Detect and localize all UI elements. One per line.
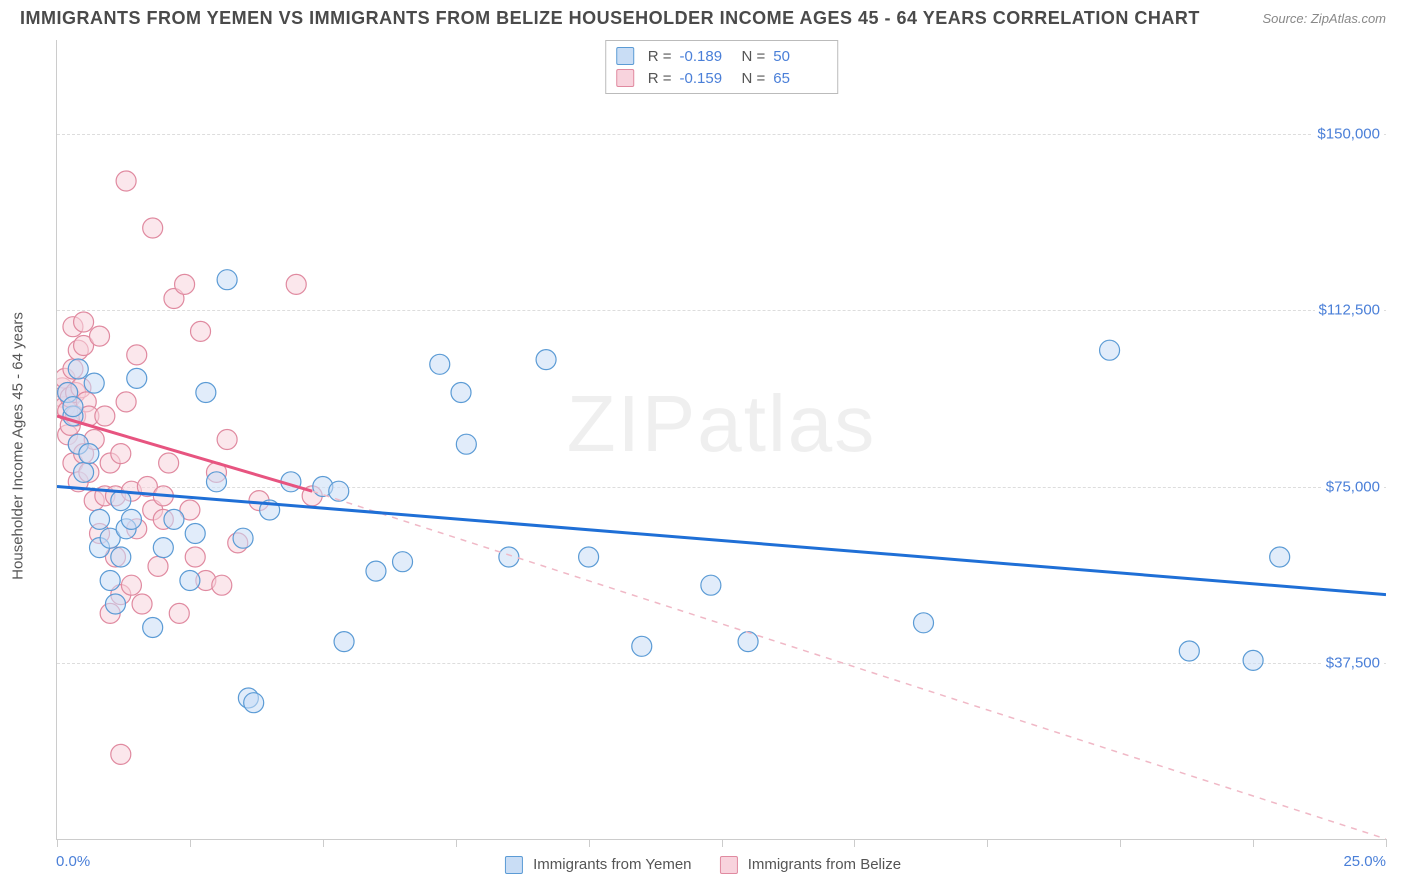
stats-row-0: R = -0.189 N = 50 [616,45,828,67]
chart-area: ZIPatlas R = -0.189 N = 50 R = -0.159 N … [56,40,1386,840]
y-axis-label: Householder Income Ages 45 - 64 years [10,312,27,580]
stats-box: R = -0.189 N = 50 R = -0.159 N = 65 [605,40,839,94]
x-tick [1120,839,1121,847]
x-tick [190,839,191,847]
x-tick [1386,839,1387,847]
stats-r-label-0: R = [648,48,672,65]
legend-label-0: Immigrants from Yemen [533,856,691,873]
x-tick [456,839,457,847]
x-tick [57,839,58,847]
stats-n-label-0: N = [742,48,766,65]
stats-n-value-1: 65 [773,70,827,87]
legend-swatch-1 [720,856,738,874]
chart-title: IMMIGRANTS FROM YEMEN VS IMMIGRANTS FROM… [20,8,1200,29]
x-tick [1253,839,1254,847]
stats-n-label-1: N = [742,70,766,87]
x-tick [323,839,324,847]
stats-n-value-0: 50 [773,48,827,65]
x-min-label: 0.0% [56,853,90,870]
legend-item-0: Immigrants from Yemen [505,856,692,874]
legend-swatch-0 [505,856,523,874]
stats-r-value-0: -0.189 [680,48,734,65]
source-label: Source: ZipAtlas.com [1262,11,1386,26]
x-tick [589,839,590,847]
scatter-plot [57,40,1386,839]
stats-swatch-1 [616,69,634,87]
x-tick [987,839,988,847]
stats-row-1: R = -0.159 N = 65 [616,67,828,89]
x-max-label: 25.0% [1343,853,1386,870]
legend-label-1: Immigrants from Belize [748,856,901,873]
legend: Immigrants from Yemen Immigrants from Be… [505,856,901,874]
stats-r-value-1: -0.159 [680,70,734,87]
legend-item-1: Immigrants from Belize [720,856,902,874]
stats-r-label-1: R = [648,70,672,87]
x-tick [854,839,855,847]
stats-swatch-0 [616,47,634,65]
x-tick [722,839,723,847]
